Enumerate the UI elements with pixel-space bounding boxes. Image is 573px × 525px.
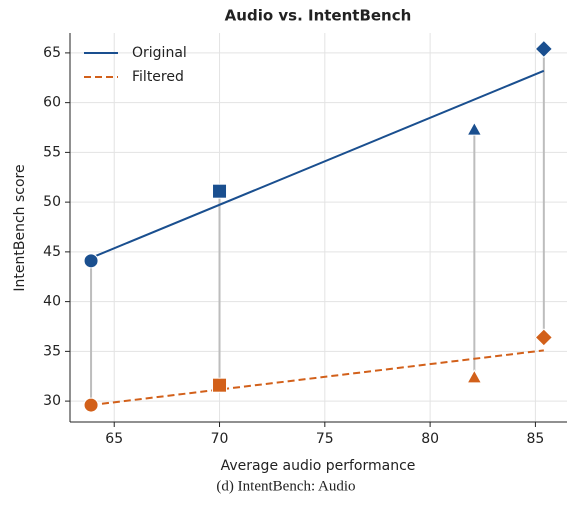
point	[83, 397, 99, 413]
x-tick-label: 85	[526, 431, 544, 447]
chart-title: Audio vs. IntentBench	[225, 7, 412, 25]
point	[466, 369, 483, 384]
x-tick-label: 70	[211, 431, 229, 447]
caption: (d) IntentBench: Audio	[216, 478, 355, 494]
x-tick-label: 65	[105, 431, 123, 447]
point	[212, 183, 228, 199]
x-tick-label: 75	[316, 431, 334, 447]
x-tick-label: 80	[421, 431, 439, 447]
point	[534, 328, 553, 347]
fit-line	[90, 69, 545, 259]
y-tick-label: 50	[43, 194, 61, 210]
y-tick-label: 65	[43, 45, 61, 61]
fit-line	[90, 349, 544, 407]
y-tick-label: 60	[43, 95, 61, 111]
x-axis-label: Average audio performance	[221, 458, 416, 474]
point	[466, 121, 483, 136]
legend-label: Filtered	[132, 69, 184, 85]
legend-label: Original	[132, 45, 187, 61]
y-tick-label: 40	[43, 294, 61, 310]
point	[212, 377, 228, 393]
point	[83, 253, 99, 269]
point	[534, 39, 553, 59]
y-tick-label: 35	[43, 343, 61, 359]
y-axis-label: IntentBench score	[12, 164, 28, 291]
y-tick-label: 30	[43, 393, 61, 409]
y-tick-label: 45	[43, 244, 61, 260]
y-tick-label: 55	[43, 144, 61, 160]
